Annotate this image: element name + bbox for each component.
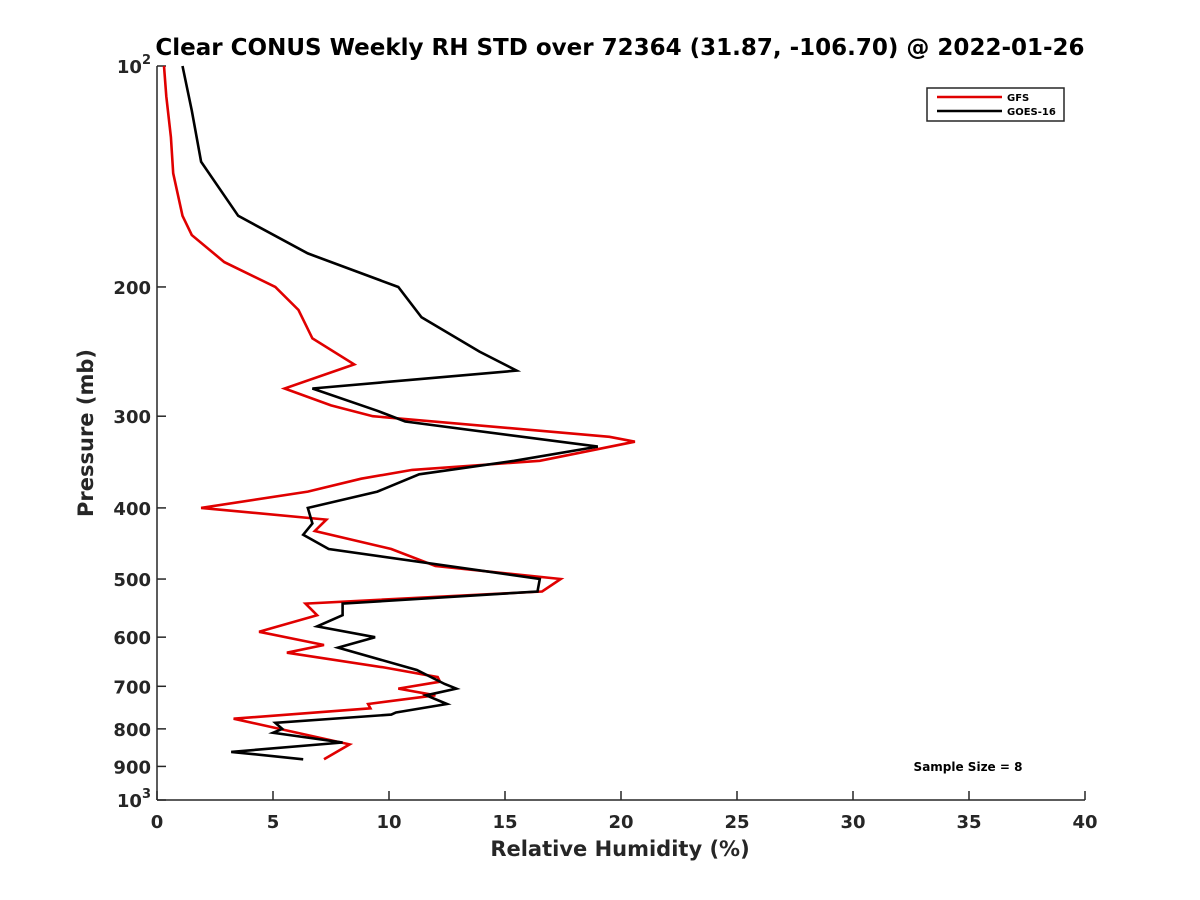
x-tick-label: 0 xyxy=(151,812,164,833)
legend: GFS GOES-16 xyxy=(926,87,1065,122)
y-tick-label: 600 xyxy=(113,628,151,649)
chart-title: Clear CONUS Weekly RH STD over 72364 (31… xyxy=(155,35,1084,61)
y-tick-label: 700 xyxy=(113,677,151,698)
y-tick-label: 103 xyxy=(117,787,151,812)
x-axis-ticks: 0 5 10 15 20 25 30 35 40 xyxy=(151,791,1098,833)
series-line-gfs xyxy=(162,65,636,761)
sample-size-annotation: Sample Size = 8 xyxy=(914,760,1023,774)
x-tick-label: 5 xyxy=(267,812,280,833)
x-tick-label: 35 xyxy=(956,812,981,833)
legend-entry: GFS xyxy=(1007,93,1029,104)
y-tick-label: 200 xyxy=(113,278,151,299)
y-tick-label: 500 xyxy=(113,570,151,591)
series-lines xyxy=(162,65,636,761)
x-tick-label: 15 xyxy=(492,812,517,833)
y-tick-label: 800 xyxy=(113,720,151,741)
x-tick-label: 40 xyxy=(1072,812,1097,833)
y-tick-label: 300 xyxy=(113,407,151,428)
x-tick-label: 20 xyxy=(608,812,633,833)
y-tick-label: 900 xyxy=(113,757,151,778)
x-tick-label: 25 xyxy=(724,812,749,833)
legend-box xyxy=(926,87,1065,122)
y-axis-label: Pressure (mb) xyxy=(74,349,98,517)
x-tick-label: 30 xyxy=(840,812,865,833)
legend-entry: GOES-16 xyxy=(1007,107,1056,118)
series-line-goes-16 xyxy=(181,65,599,761)
x-tick-label: 10 xyxy=(376,812,401,833)
y-tick-label: 102 xyxy=(117,53,151,78)
y-tick-label: 400 xyxy=(113,499,151,520)
y-axis-ticks: 102 200 300 400 500 600 700 800 900 103 xyxy=(113,53,166,812)
x-axis-label: Relative Humidity (%) xyxy=(490,837,749,861)
